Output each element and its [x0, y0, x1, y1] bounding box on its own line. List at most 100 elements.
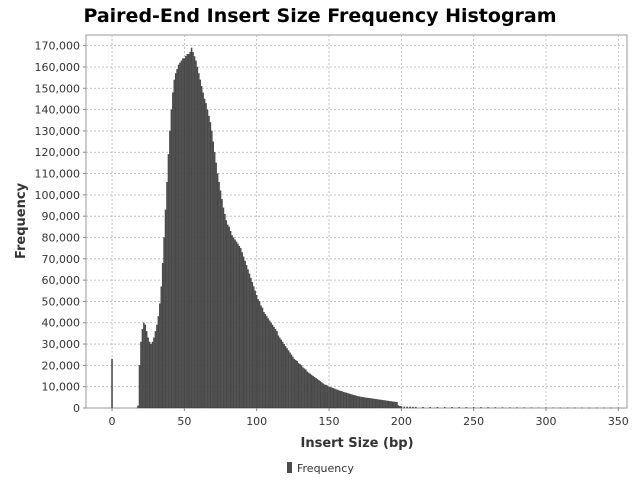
histogram-bar [260, 305, 262, 409]
histogram-bar [141, 329, 144, 409]
y-tick-label: 10,000 [42, 381, 81, 394]
histogram-bar [203, 98, 206, 409]
histogram-bar [444, 407, 446, 409]
histogram-bar [232, 237, 235, 409]
histogram-bar [367, 397, 369, 409]
histogram-bar [268, 320, 271, 409]
histogram-bar [296, 361, 298, 409]
histogram-bar [138, 365, 141, 409]
x-tick-label: 200 [391, 415, 412, 428]
histogram-bar [214, 152, 216, 409]
histogram-bar [216, 173, 219, 409]
y-tick-label: 100,000 [35, 189, 81, 202]
y-tick-label: 160,000 [35, 61, 81, 74]
histogram-bar [212, 141, 215, 409]
histogram-bar [289, 352, 291, 409]
x-tick-label: 50 [177, 415, 191, 428]
histogram-bar [390, 401, 392, 409]
histogram-bar [334, 388, 336, 409]
histogram-bar [472, 407, 475, 409]
y-tick-label: 140,000 [35, 104, 81, 117]
histogram-bar [321, 382, 323, 409]
histogram-bar [196, 66, 199, 409]
histogram-bar [198, 73, 200, 409]
histogram-bar [363, 397, 365, 409]
histogram-bar [389, 401, 391, 409]
histogram-bar [374, 398, 377, 409]
y-tick-label: 20,000 [42, 359, 81, 372]
histogram-bar [164, 209, 167, 409]
histogram-bar [222, 207, 225, 409]
y-tick-label: 170,000 [35, 40, 81, 53]
histogram-bar [157, 316, 160, 409]
histogram-bar [336, 389, 339, 409]
histogram-bar [166, 181, 168, 409]
histogram-bar [284, 346, 287, 409]
histogram-bar [209, 122, 212, 409]
histogram-bar [187, 54, 190, 409]
histogram-bar [373, 398, 375, 409]
histogram-bar [179, 62, 181, 409]
histogram-bar [174, 73, 177, 409]
x-tick-label: 250 [463, 415, 484, 428]
histogram-bar [365, 397, 368, 409]
histogram-bar [308, 372, 310, 409]
y-axis-title: Frequency [14, 182, 29, 259]
histogram-bar [195, 60, 197, 409]
histogram-bar [326, 385, 329, 409]
histogram-bar [248, 273, 251, 409]
histogram-bar [501, 407, 504, 409]
y-tick-label: 60,000 [42, 274, 81, 287]
y-tick-label: 120,000 [35, 146, 81, 159]
histogram-bar [312, 375, 314, 409]
histogram-bar [215, 162, 217, 409]
histogram-bar [351, 394, 353, 409]
histogram-bar [370, 398, 372, 409]
histogram-bar [386, 400, 388, 409]
histogram-bar [219, 190, 222, 409]
histogram-bar [160, 286, 162, 409]
histogram-bar [355, 395, 358, 409]
histogram-bar [368, 398, 371, 409]
histogram-bar [199, 79, 201, 409]
histogram-bar [146, 331, 148, 409]
chart-title: Paired-End Insert Size Frequency Histogr… [83, 5, 556, 27]
y-tick-label: 80,000 [42, 231, 81, 244]
histogram-bar [303, 368, 306, 409]
y-tick-label: 30,000 [42, 338, 81, 351]
histogram-bar [283, 343, 285, 409]
histogram-bar [299, 364, 301, 409]
histogram-bar [180, 60, 183, 409]
histogram-bar [206, 109, 209, 409]
legend-swatch [287, 462, 292, 473]
histogram-bar [245, 265, 248, 409]
histogram-bar [322, 383, 324, 409]
bars-group [111, 47, 620, 409]
histogram-bar [316, 379, 319, 409]
histogram-bar [253, 286, 255, 409]
histogram-bar [282, 341, 284, 409]
y-tick-label: 110,000 [35, 168, 81, 181]
histogram-bar [391, 401, 394, 409]
histogram-bar [480, 407, 482, 409]
histogram-bar [182, 58, 184, 409]
histogram-bar [279, 337, 281, 409]
histogram-bar [218, 181, 220, 409]
y-tick-label: 0 [73, 402, 80, 415]
histogram-bar [254, 290, 256, 409]
histogram-bar [147, 337, 149, 409]
histogram-bar [227, 224, 229, 409]
histogram-bar [357, 396, 359, 409]
histogram-bar [137, 405, 139, 409]
y-tick-label: 70,000 [42, 253, 81, 266]
histogram-bar [354, 395, 356, 409]
histogram-bar [331, 387, 333, 409]
histogram-bar [339, 390, 342, 409]
histogram-bar [286, 348, 288, 409]
histogram-bar [494, 407, 497, 409]
histogram-bar [242, 256, 245, 409]
x-axis-ticks: 0 50 100 150 200 250 300 350 [109, 408, 629, 428]
histogram-bar [251, 282, 254, 409]
histogram-bar [170, 109, 173, 409]
histogram-bar [150, 343, 152, 409]
